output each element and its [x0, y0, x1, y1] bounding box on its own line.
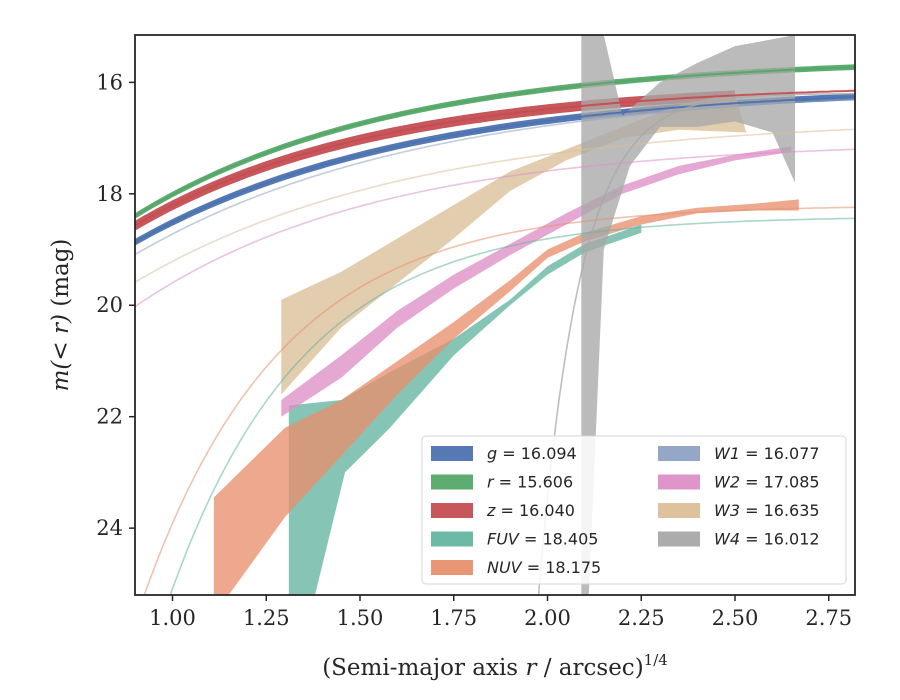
- legend-label-nuv: NUV = 18.175: [487, 558, 601, 577]
- x-tick-label: 2.75: [805, 606, 852, 630]
- model-line-w3: [135, 128, 855, 283]
- y-tick-label: 22: [96, 405, 123, 429]
- band-w4: [581, 35, 795, 595]
- legend-swatch-nuv: [431, 560, 473, 575]
- legend-entry-nuv: NUV = 18.175: [431, 558, 601, 577]
- x-axis: 1.00 1.25 1.50 1.75 2.00 2.25 2.50 2.75: [149, 595, 852, 630]
- x-tick-label: 1.75: [430, 606, 477, 630]
- legend-label-z: z = 16.040: [486, 501, 575, 520]
- legend-entry-w4: W4 = 16.012: [658, 530, 820, 549]
- legend-swatch-z: [431, 503, 473, 518]
- y-tick-label: 18: [96, 182, 123, 206]
- legend-swatch-w4: [658, 531, 700, 547]
- x-axis-label: (Semi-major axis r / arcsec)1/4: [322, 651, 668, 681]
- legend: g = 16.094 r = 15.606 z = 16.040 FUV = 18.4…: [421, 435, 847, 585]
- model-line-w4: [537, 93, 855, 595]
- plot-area: [135, 35, 855, 595]
- legend-swatch-r: [431, 474, 473, 490]
- x-tick-label: 1.50: [337, 606, 384, 630]
- legend-label-r: r = 15.606: [487, 473, 573, 492]
- legend-label-w1: W1 = 16.077: [714, 444, 820, 463]
- legend-label-w2: W2 = 17.085: [714, 473, 820, 492]
- legend-swatch-w3: [658, 503, 700, 518]
- legend-label-fuv: FUV = 18.405: [487, 530, 598, 549]
- legend-entry-fuv: FUV = 18.405: [431, 530, 598, 549]
- model-line-nuv: [143, 206, 855, 595]
- y-tick-label: 24: [96, 516, 123, 540]
- x-tick-label: 1.25: [243, 606, 290, 630]
- plot-frame: [134, 34, 856, 596]
- x-tick-label: 2.50: [712, 606, 759, 630]
- model-line-z: [135, 89, 855, 227]
- y-axis-label: m(< r) (mag): [48, 239, 74, 392]
- legend-swatch-w2: [658, 474, 700, 490]
- legend-frame: [421, 435, 847, 585]
- model-line-w2: [135, 148, 855, 308]
- legend-swatch-w1: [658, 446, 700, 461]
- legend-entry-r: r = 15.606: [431, 473, 573, 492]
- legend-entry-w3: W3 = 16.635: [658, 501, 820, 520]
- y-tick-label: 16: [96, 70, 123, 94]
- model-line-g: [135, 95, 855, 244]
- legend-swatch-fuv: [431, 531, 473, 547]
- legend-label-w4: W4 = 16.012: [714, 530, 820, 549]
- legend-entry-z: z = 16.040: [431, 501, 575, 520]
- legend-label-g: g = 16.094: [487, 444, 577, 463]
- model-line-w1: [135, 98, 855, 256]
- x-tick-label: 2.25: [618, 606, 665, 630]
- x-tick-label: 1.00: [149, 606, 196, 630]
- band-r: [135, 64, 855, 219]
- legend-swatch-g: [431, 446, 473, 461]
- x-tick-label: 2.00: [524, 606, 571, 630]
- legend-entry-w2: W2 = 17.085: [658, 473, 820, 492]
- legend-label-w3: W3 = 16.635: [714, 501, 820, 520]
- legend-entry-w1: W1 = 16.077: [658, 444, 820, 463]
- model-line-fuv: [169, 217, 855, 595]
- y-axis: 16 18 20 22 24: [96, 70, 135, 540]
- y-tick-label: 20: [96, 293, 123, 317]
- model-line-r: [135, 66, 855, 217]
- legend-entry-g: g = 16.094: [431, 444, 577, 463]
